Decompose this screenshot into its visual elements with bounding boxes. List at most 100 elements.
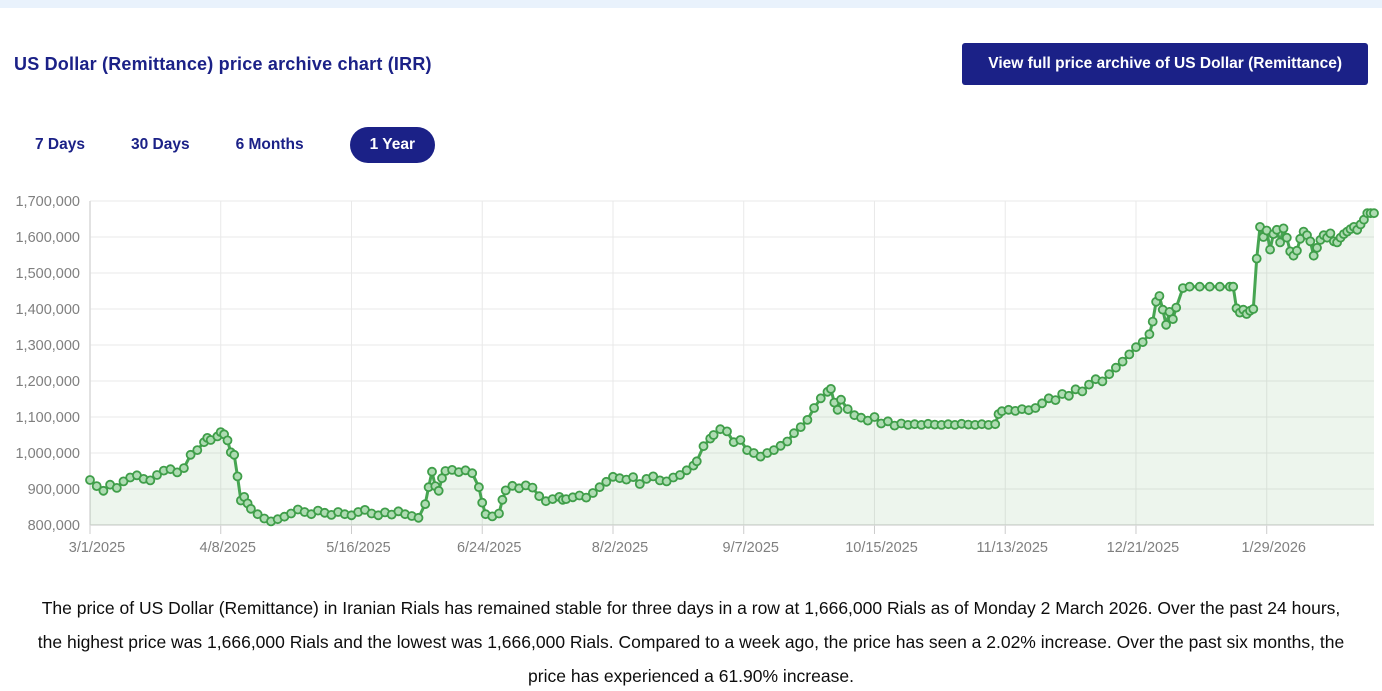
tab-30-days[interactable]: 30 Days [131,127,190,163]
series-marker [722,426,732,437]
series-marker [1050,395,1061,406]
y-axis-label: 900,000 [28,482,80,498]
series-marker [1305,236,1316,247]
series-marker [628,472,638,483]
series-marker [809,403,819,413]
chart-container: 800,000 900,000 1,000,000 1,100,000 1,200,00… [0,188,1382,573]
series-marker [1292,245,1302,256]
series-marker [1084,379,1094,390]
x-axis-label: 10/15/2025 [845,540,918,556]
series-marker [990,419,1001,430]
series-marker [1325,228,1336,239]
x-axis-label: 1/29/2026 [1241,540,1306,556]
tab-1-year[interactable]: 1 Year [349,127,436,163]
series-marker [178,463,189,474]
series-marker [675,470,685,480]
series-marker [775,440,786,451]
x-axis-label: 11/13/2025 [976,540,1048,556]
series-marker [1104,369,1115,380]
price-series [85,208,1379,527]
series-marker [708,430,719,440]
series-marker [1168,314,1178,325]
series-marker [698,441,709,452]
tab-6-months[interactable]: 6 Months [236,127,304,163]
series-marker [842,404,853,415]
series-marker [883,416,893,427]
series-marker [172,467,183,478]
series-marker [1281,232,1292,243]
series-marker [795,422,806,433]
series-marker [1369,208,1379,219]
series-marker [1308,250,1319,261]
top-strip [0,0,1382,8]
series-area [90,213,1374,525]
series-marker [413,512,424,523]
series-marker [1275,237,1285,248]
series-marker [1147,316,1158,327]
x-axis-label: 9/7/2025 [723,540,779,556]
series-marker [681,465,692,476]
series-marker [222,435,233,446]
series-marker [477,497,488,508]
y-axis-label: 1,400,000 [15,302,80,318]
series-marker [245,503,256,514]
series-marker [252,509,263,520]
series-marker [691,456,702,467]
price-chart: 800,000 900,000 1,000,000 1,100,000 1,200,00… [15,194,1379,556]
series-marker [1064,390,1074,401]
x-axis-label: 8/2/2025 [592,540,648,556]
y-axis-label: 1,100,000 [15,410,80,426]
series-marker [1184,281,1195,292]
series-marker [427,466,437,477]
series-marker [1117,356,1128,367]
series-marker [581,492,592,503]
series-marker [601,476,612,487]
y-axis-label: 1,300,000 [15,338,80,354]
series-marker [815,393,826,404]
y-axis-label: 1,500,000 [15,266,80,282]
series-marker [1312,242,1322,253]
x-axis-label: 6/24/2025 [457,540,522,556]
series-marker [1214,281,1225,292]
tab-7-days[interactable]: 7 Days [35,127,85,163]
series-marker [1194,281,1205,292]
series-marker [1030,403,1041,413]
y-axis-label: 1,700,000 [15,194,80,210]
series-marker [1154,291,1165,301]
series-marker [836,394,846,405]
x-axis-label: 3/1/2025 [69,540,125,556]
series-marker [534,491,545,502]
series-marker [91,481,102,492]
header: US Dollar (Remittance) price archive cha… [0,42,1382,86]
series-marker [185,449,196,460]
series-marker [467,468,478,479]
series-marker [1228,281,1239,292]
series-marker [1097,376,1108,387]
x-axis-label: 12/21/2025 [1107,540,1180,556]
view-full-archive-button[interactable]: View full price archive of US Dollar (Re… [962,43,1368,85]
series-marker [111,482,122,493]
series-marker [1248,304,1259,314]
series-marker [769,445,779,456]
series-marker [152,470,162,480]
series-marker [98,485,109,496]
series-marker [789,428,799,439]
series-marker [500,485,511,496]
page-title: US Dollar (Remittance) price archive cha… [14,53,432,74]
series-marker [1077,386,1088,397]
series-marker [1137,337,1148,348]
series-marker [1278,223,1289,234]
series-marker [735,435,746,445]
series-marker [420,499,431,510]
series-marker [594,482,605,493]
series-marker [1265,244,1275,255]
series-marker [1111,362,1121,373]
x-axis-label: 4/8/2025 [200,540,256,556]
chart-grid: 800,000 900,000 1,000,000 1,100,000 1,200,00… [15,194,1374,556]
y-axis-label: 1,600,000 [15,230,80,246]
y-axis-label: 800,000 [28,518,80,534]
price-summary-text: The price of US Dollar (Remittance) in I… [37,598,1345,687]
series-marker [1171,302,1182,313]
series-marker [782,436,793,447]
series-marker [229,449,240,460]
